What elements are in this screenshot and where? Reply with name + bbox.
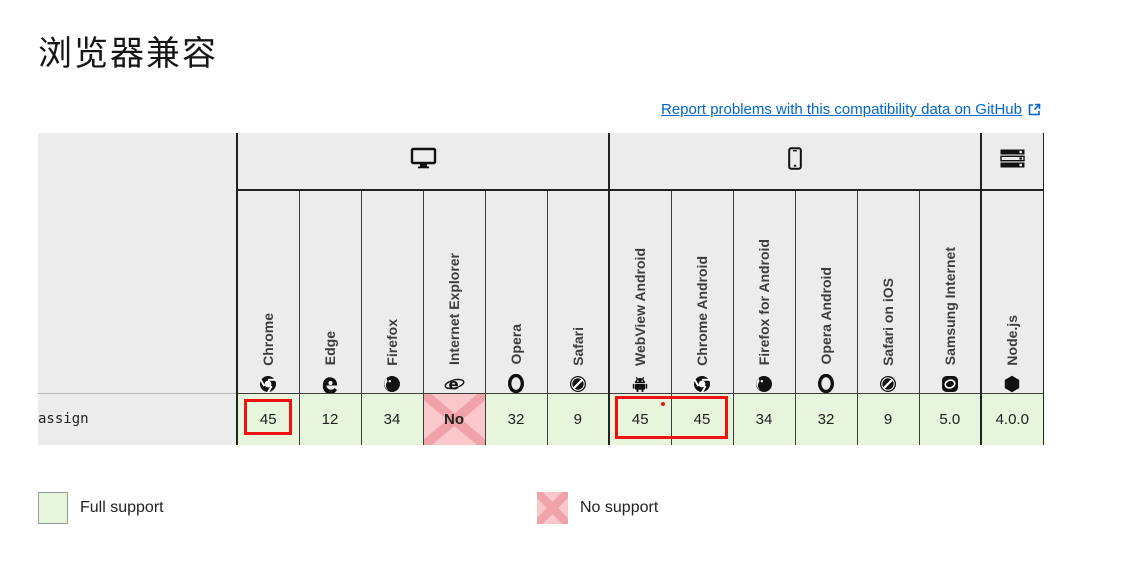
column-header-safari: Safari <box>546 190 609 394</box>
group-server <box>980 133 1044 191</box>
browser-name: Opera Android <box>818 267 834 365</box>
no-support-cross-icon <box>423 393 485 445</box>
legend-label: Full support <box>80 499 164 516</box>
internet-explorer-icon: e <box>444 375 465 393</box>
browser-name: Node.js <box>1004 314 1021 366</box>
column-header-chrome: Chrome <box>236 190 299 394</box>
browser-name: Safari <box>569 326 586 366</box>
column-header-webview-android: WebView Android <box>608 190 671 394</box>
column-header-opera: Opera <box>484 190 547 394</box>
browser-name: WebView Android <box>632 247 649 366</box>
report-link-row: Report problems with this compatibility … <box>38 101 1042 118</box>
table-corner-cell <box>38 133 237 394</box>
browser-name: Firefox for Android <box>756 239 772 366</box>
support-cell-firefox-android: 34 <box>732 393 795 445</box>
group-mobile <box>608 133 981 191</box>
no-support-swatch <box>537 492 568 524</box>
opera-icon <box>507 373 525 393</box>
firefox-icon <box>383 375 401 393</box>
column-header-edge: Edge <box>298 190 361 394</box>
full-support-swatch <box>38 492 68 524</box>
support-cell-internet-explorer: No <box>422 393 485 445</box>
safari-icon <box>569 375 587 393</box>
column-header-nodejs: Node.js <box>980 190 1044 394</box>
device-group-row <box>38 133 1044 394</box>
browser-name: Safari on iOS <box>880 277 896 366</box>
annotation-dot <box>661 402 665 406</box>
annotation-box <box>244 399 292 435</box>
browser-name: Edge <box>322 331 338 366</box>
browser-name: Samsung Internet <box>941 247 958 366</box>
legend: Full support No support <box>38 492 1043 524</box>
safari-icon <box>879 375 897 393</box>
page-title: 浏览器兼容 <box>38 34 218 74</box>
annotation-box <box>615 396 728 439</box>
opera-icon <box>817 373 835 393</box>
no-support-cross-icon <box>537 492 568 524</box>
support-cell-opera-android: 32 <box>794 393 857 445</box>
support-cell-edge: 12 <box>298 393 361 445</box>
support-cell-samsung-internet: 5.0 <box>918 393 981 445</box>
compatibility-table: Chrome Edge <box>38 133 1044 445</box>
chrome-icon <box>259 375 277 393</box>
legend-item-no-support: No support <box>537 492 658 524</box>
nodejs-icon <box>1003 375 1021 393</box>
column-header-samsung-internet: Samsung Internet <box>918 190 981 394</box>
browser-header-row: Chrome Edge <box>38 190 1044 394</box>
column-header-firefox-android: Firefox for Android <box>732 190 795 394</box>
server-icon <box>1000 149 1025 168</box>
browser-name: Internet Explorer <box>446 253 462 366</box>
report-problems-link[interactable]: Report problems with this compatibility … <box>661 101 1022 118</box>
desktop-icon <box>410 147 437 170</box>
chrome-icon <box>693 375 711 393</box>
support-cell-nodejs: 4.0.0 <box>980 393 1044 445</box>
samsung-internet-icon <box>941 375 959 393</box>
svg-text:e: e <box>448 375 458 393</box>
firefox-icon <box>755 375 773 393</box>
edge-icon <box>321 375 339 393</box>
android-icon <box>631 375 649 393</box>
support-cell-opera: 32 <box>484 393 547 445</box>
column-header-opera-android: Opera Android <box>794 190 857 394</box>
feature-name: assign <box>38 393 237 445</box>
support-cell-safari: 9 <box>546 393 609 445</box>
support-cell-safari-ios: 9 <box>856 393 919 445</box>
browser-name: Opera <box>508 324 524 365</box>
browser-name: Chrome <box>260 312 277 366</box>
column-header-chrome-android: Chrome Android <box>670 190 733 394</box>
feature-row-assign: assign 45 12 34 No 32 9 45 45 34 32 9 5.… <box>38 393 1044 445</box>
column-header-firefox: Firefox <box>360 190 423 394</box>
column-header-internet-explorer: Internet Explorer e <box>422 190 485 394</box>
browser-name: Firefox <box>384 318 400 366</box>
legend-item-full-support: Full support <box>38 492 164 524</box>
browser-name: Chrome Android <box>694 255 710 366</box>
group-desktop <box>236 133 609 191</box>
column-header-safari-ios: Safari on iOS <box>856 190 919 394</box>
mobile-icon <box>788 147 802 170</box>
support-cell-firefox: 34 <box>360 393 423 445</box>
legend-label: No support <box>580 499 659 516</box>
external-link-icon <box>1027 102 1042 117</box>
